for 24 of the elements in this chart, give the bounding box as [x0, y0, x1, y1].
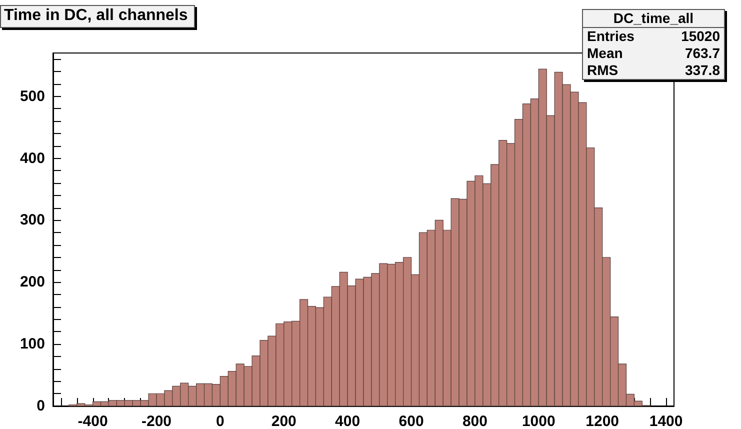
chart-title: Time in DC, all channels: [0, 5, 195, 28]
y-tick-label: 0: [36, 398, 45, 414]
annotation: RMS: [587, 62, 618, 79]
x-tick-label: 1000: [522, 413, 556, 429]
x-tick-label: 800: [462, 413, 488, 429]
text: 763.7: [684, 45, 720, 62]
x-tick-label: -400: [78, 413, 108, 429]
y-tick-label: 400: [20, 150, 45, 167]
text: Entries: [587, 28, 634, 45]
text: 15020: [681, 28, 720, 45]
text: DC_time_all: [583, 10, 724, 28]
x-tick-label: 1400: [649, 413, 683, 429]
x-tick-label: 0: [216, 413, 224, 429]
x-tick-label: 600: [398, 413, 424, 429]
y-tick-label: 100: [20, 336, 45, 353]
x-tick-label: 200: [271, 413, 296, 429]
y-tick-label: 200: [20, 274, 45, 291]
annotation: Mean: [587, 45, 623, 62]
y-tick-label: 500: [20, 88, 45, 105]
x-tick-label: 1200: [586, 413, 620, 429]
text: 337.8: [684, 62, 720, 79]
y-tick-label: 300: [20, 212, 45, 229]
x-tick-label: 400: [335, 413, 360, 429]
x-tick-label: -200: [141, 413, 172, 429]
